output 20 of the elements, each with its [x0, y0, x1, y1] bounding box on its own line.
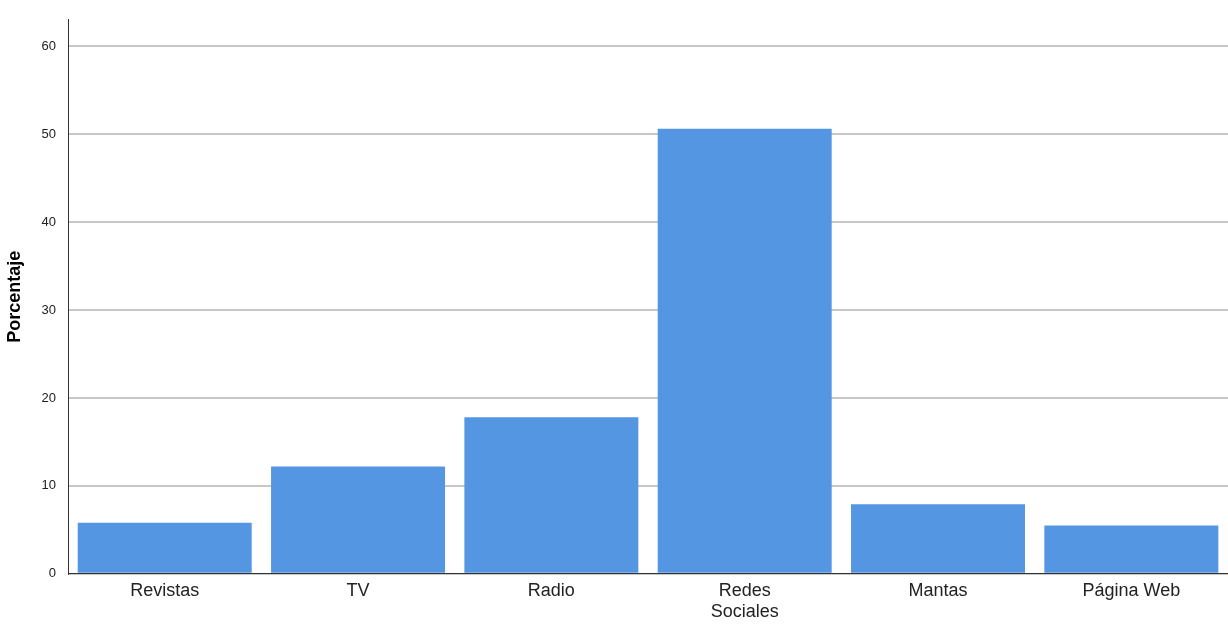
bar: [271, 466, 446, 573]
x-tick-label: Redes Sociales: [710, 579, 779, 622]
x-tick-label: TV: [346, 579, 370, 600]
y-axis-title: Porcentaje: [3, 250, 24, 343]
x-tick-label: Mantas: [908, 579, 968, 600]
y-tick-label: 10: [41, 477, 57, 493]
y-tick-label: 0: [48, 565, 57, 581]
bar: [851, 504, 1026, 573]
y-tick-label: 40: [41, 213, 57, 229]
x-tick-label: Radio: [527, 579, 575, 600]
y-tick-label: 20: [41, 389, 57, 405]
x-tick-label: Página Web: [1082, 579, 1181, 600]
y-tick-label: 60: [41, 37, 57, 53]
bar: [77, 522, 252, 573]
bar: [657, 128, 832, 573]
y-tick-label: 50: [41, 125, 57, 141]
bar: [1044, 525, 1219, 573]
x-tick-label: Revistas: [130, 579, 200, 600]
y-tick-label: 30: [41, 301, 57, 317]
bar: [464, 417, 639, 573]
